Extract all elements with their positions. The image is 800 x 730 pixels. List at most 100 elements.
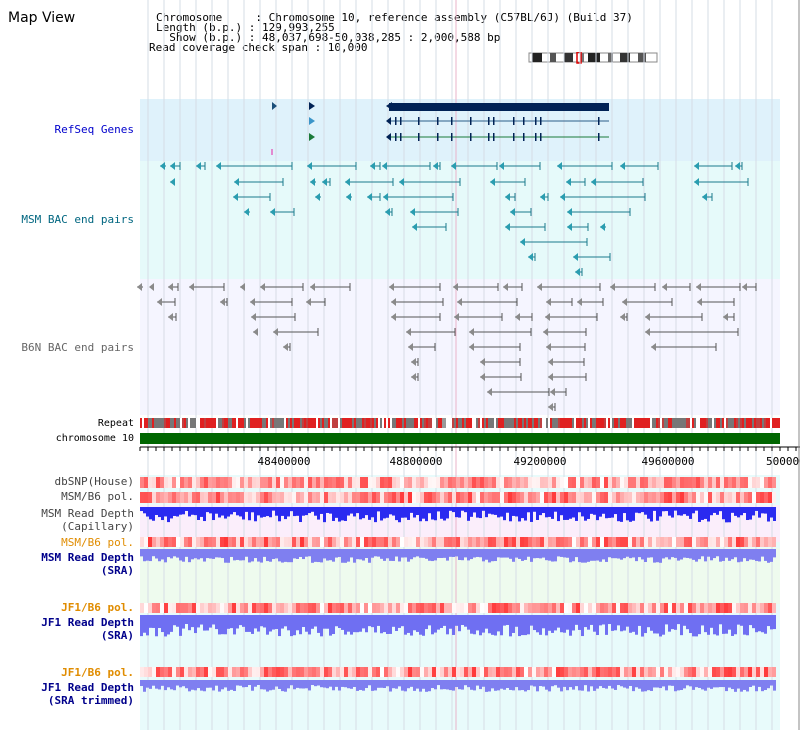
heat-cell [712,667,716,677]
heat-cell [416,603,420,613]
bac-end-marker [645,328,650,336]
depth-bar [296,615,299,631]
heat-cell [484,603,488,613]
gene-block[interactable] [389,103,609,111]
heat-cell [520,603,524,613]
depth-bar [719,549,722,562]
heat-cell [492,603,496,613]
heat-cell [688,537,692,547]
gene-marker[interactable] [386,133,391,141]
heat-cell [696,492,700,503]
heat-cell [284,667,288,677]
depth-bar [578,507,581,513]
heat-cell [728,537,732,547]
depth-bar [230,615,233,629]
heat-cell [200,477,204,488]
heat-cell [240,667,244,677]
repeat-cell [482,418,484,428]
heat-cell [388,537,392,547]
depth-bar [650,549,653,558]
heat-cell [496,492,500,503]
depth-bar [407,615,410,633]
depth-bar [539,507,542,516]
gene-marker[interactable] [271,149,273,155]
heat-cell [516,537,520,547]
exon [523,117,525,125]
repeat-cell [588,418,590,428]
heat-cell [172,477,176,488]
refseq-genes[interactable] [271,102,609,155]
heat-cell [188,477,192,488]
heat-cell [504,667,508,677]
gene-marker[interactable] [309,117,315,125]
depth-bar [239,507,242,517]
heat-cell [720,667,724,677]
gene-marker[interactable] [309,133,315,141]
gene-marker[interactable] [272,102,277,110]
depth-bar [176,680,179,686]
depth-bar [356,507,359,514]
heat-cell [772,492,776,503]
repeat-cell [150,418,152,428]
heat-cell [364,667,368,677]
depth-bar [569,680,572,688]
depth-bar [395,549,398,557]
depth-bar [629,615,632,633]
repeat-cell [618,418,620,428]
heat-cell [464,477,468,488]
bac-end-marker [389,283,394,291]
depth-bar [317,680,320,686]
heat-cell [160,667,164,677]
depth-bar [485,680,488,692]
heat-cell [416,492,420,503]
info-coverage-span: Read coverage check span : 10,000 [149,41,368,54]
repeat-cell [752,418,754,428]
heat-cell [404,667,408,677]
depth-bar [263,615,266,628]
repeat-cell [492,418,494,428]
depth-bar [764,615,767,634]
chromosome-ideogram[interactable] [528,52,658,64]
repeat-track [140,418,780,428]
bac-end-marker [723,313,728,321]
depth-bar [272,615,275,630]
gene-marker[interactable] [386,117,391,125]
heat-cell [280,477,284,488]
depth-bar [404,615,407,635]
depth-bar [494,615,497,636]
heat-cell [712,477,716,488]
heat-cell [228,492,232,503]
heat-cell [340,667,344,677]
heat-cell [500,477,504,488]
repeat-cell [302,418,304,428]
repeat-cell [520,418,522,428]
depth-bar [341,615,344,630]
heat-cell [340,537,344,547]
repeat-cell [636,418,638,428]
heat-cell [552,492,556,503]
repeat-cell [740,418,742,428]
depth-bar [620,507,623,522]
repeat-cell [450,418,452,428]
gene-marker[interactable] [309,102,315,110]
heat-cell [536,603,540,613]
bac-end-marker [696,283,701,291]
depth-bar [491,549,494,562]
depth-bar [404,507,407,518]
heat-cell [260,667,264,677]
gene-marker[interactable] [386,102,392,110]
heat-cell [212,667,216,677]
depth-bar [365,507,368,516]
b6n-bac-pairs[interactable] [137,283,757,411]
page-title: Map View [8,10,76,26]
heat-cell [544,537,548,547]
depth-bar [170,507,173,519]
depth-bar [626,615,629,627]
depth-bar [179,549,182,561]
heat-cell [712,492,716,503]
msm-bac-pairs[interactable] [160,162,749,276]
heat-cell [296,477,300,488]
heat-cell [400,537,404,547]
